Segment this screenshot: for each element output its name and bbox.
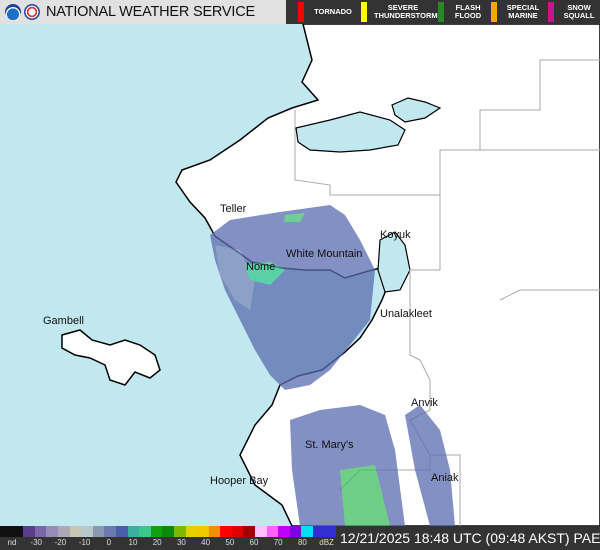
color-step (69, 526, 82, 537)
warning-label: FLASH FLOOD (454, 3, 482, 20)
color-step (266, 526, 279, 537)
color-step (0, 526, 12, 537)
warning-label: SNOW SQUALL (563, 3, 595, 20)
color-step (185, 526, 198, 537)
color-step (104, 526, 116, 537)
color-step (34, 526, 47, 537)
dbz-color-legend: nd -30 -20 -10 0 10 20 30 40 50 60 70 80 dBZ (0, 526, 337, 550)
color-step (220, 526, 232, 537)
tick-label: 0 (106, 538, 112, 547)
hotham-inlet (391, 97, 442, 123)
warning-legend: TORNADO SEVERE THUNDERSTORM FLASH FLOOD … (286, 0, 600, 24)
kotzebue-sound (295, 111, 406, 153)
tick-label: 70 (273, 538, 283, 547)
city-label: St. Mary's (305, 439, 354, 451)
color-step (139, 526, 151, 537)
color-step (46, 526, 58, 537)
snow-squall-swatch (548, 2, 554, 22)
color-step (57, 526, 70, 537)
tick-label: 10 (128, 538, 138, 547)
color-step (197, 526, 209, 537)
city-label: White Mountain (286, 248, 363, 260)
radar-echoes (210, 205, 455, 526)
city-label: Nome (246, 261, 276, 273)
color-step (81, 526, 93, 537)
warning-label: SPECIAL MARINE (506, 3, 540, 20)
warning-label: TORNADO (314, 7, 352, 16)
tick-label: dBZ (319, 538, 334, 547)
color-scale (0, 526, 337, 537)
color-step (255, 526, 267, 537)
tick-label: 60 (249, 538, 259, 547)
city-label: Aniak (431, 472, 459, 484)
st-lawrence-island (61, 329, 161, 386)
tick-label: 30 (176, 538, 186, 547)
color-step (23, 526, 35, 537)
warning-tornado: TORNADO (298, 2, 355, 22)
color-step (301, 526, 314, 537)
tick-label: nd (7, 538, 17, 547)
warning-special-marine: SPECIAL MARINE (491, 2, 542, 22)
color-step (243, 526, 256, 537)
tick-label: -20 (54, 538, 67, 547)
nws-logo-icon (24, 4, 40, 20)
color-step (313, 526, 325, 537)
tick-label: -30 (30, 538, 42, 547)
color-step (324, 526, 337, 537)
city-label: Teller (220, 203, 247, 215)
warning-snow-squall: SNOW SQUALL (548, 2, 597, 22)
warning-severe-thunderstorm: SEVERE THUNDERSTORM (361, 2, 438, 22)
color-step (278, 526, 290, 537)
color-step (92, 526, 105, 537)
color-step (231, 526, 244, 537)
timestamp: 12/21/2025 18:48 UTC (09:48 AKST) PAEC (336, 526, 600, 550)
tick-label: 40 (201, 538, 211, 547)
header-brand: NATIONAL WEATHER SERVICE (0, 0, 286, 24)
city-label: Hooper Bay (210, 475, 269, 487)
color-step (150, 526, 163, 537)
tick-label: 80 (297, 538, 307, 547)
tornado-swatch (298, 2, 304, 22)
severe-thunderstorm-swatch (361, 2, 367, 22)
tick-label: 20 (152, 538, 162, 547)
city-label: Koyuk (380, 229, 411, 241)
color-step (127, 526, 140, 537)
scale-ticks: nd -30 -20 -10 0 10 20 30 40 50 60 70 80 dBZ (0, 538, 336, 550)
city-label: Anvik (411, 397, 438, 409)
tick-label: 50 (225, 538, 235, 547)
warning-label: SEVERE THUNDERSTORM (374, 3, 438, 20)
color-step (11, 526, 24, 537)
color-step (173, 526, 186, 537)
noaa-logo-icon (5, 4, 21, 20)
warning-flash-flood: FLASH FLOOD (438, 2, 485, 22)
city-label: Gambell (43, 315, 84, 327)
header-title: NATIONAL WEATHER SERVICE (46, 4, 255, 20)
color-step (115, 526, 128, 537)
special-marine-swatch (491, 2, 497, 22)
city-label: Unalakleet (380, 308, 432, 320)
flash-flood-swatch (438, 2, 444, 22)
koyuk-bay (377, 231, 411, 293)
tick-label: -10 (78, 538, 91, 547)
color-step (289, 526, 302, 537)
color-step (208, 526, 221, 537)
color-step (162, 526, 174, 537)
